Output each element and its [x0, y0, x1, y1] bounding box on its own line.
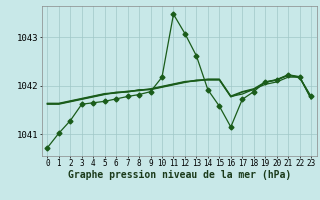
X-axis label: Graphe pression niveau de la mer (hPa): Graphe pression niveau de la mer (hPa): [68, 170, 291, 180]
